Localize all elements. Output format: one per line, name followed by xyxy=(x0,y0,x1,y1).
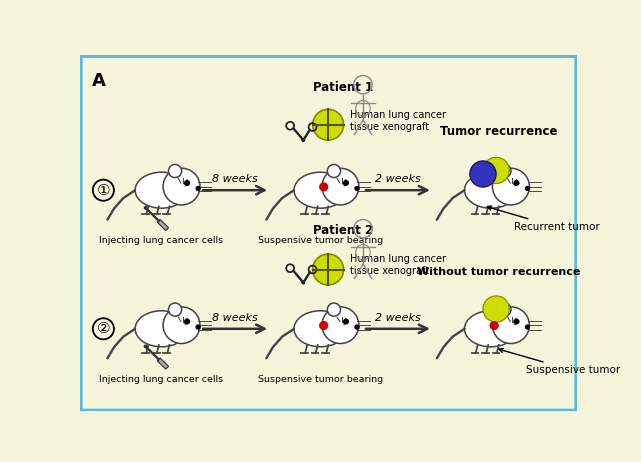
Circle shape xyxy=(490,321,499,330)
Circle shape xyxy=(492,168,529,205)
Text: Patient 1: Patient 1 xyxy=(313,81,373,94)
Circle shape xyxy=(163,307,200,344)
Circle shape xyxy=(319,182,328,192)
Circle shape xyxy=(498,303,511,316)
Text: Patient 2: Patient 2 xyxy=(313,225,373,237)
Circle shape xyxy=(526,187,529,190)
FancyBboxPatch shape xyxy=(81,56,576,410)
Circle shape xyxy=(313,109,344,140)
Ellipse shape xyxy=(135,311,188,347)
Circle shape xyxy=(498,164,511,177)
Circle shape xyxy=(483,296,510,322)
Circle shape xyxy=(144,345,147,348)
Circle shape xyxy=(185,319,189,324)
Text: Recurrent tumor: Recurrent tumor xyxy=(487,206,600,232)
Text: A: A xyxy=(92,73,106,91)
Text: Human lung cancer
tissue xenograft: Human lung cancer tissue xenograft xyxy=(350,254,446,276)
Circle shape xyxy=(319,321,328,330)
Circle shape xyxy=(492,307,529,344)
Circle shape xyxy=(322,307,359,344)
Circle shape xyxy=(313,254,344,285)
Text: Suspensive tumor: Suspensive tumor xyxy=(499,348,620,376)
Circle shape xyxy=(163,168,200,205)
Circle shape xyxy=(344,319,348,324)
Circle shape xyxy=(514,181,519,185)
Polygon shape xyxy=(157,219,169,231)
Circle shape xyxy=(144,206,147,210)
Text: Suspensive tumor bearing: Suspensive tumor bearing xyxy=(258,237,383,245)
Circle shape xyxy=(514,319,519,324)
Circle shape xyxy=(301,280,305,285)
Text: Injecting lung cancer cells: Injecting lung cancer cells xyxy=(99,237,224,245)
Circle shape xyxy=(185,181,189,185)
Text: 2 weeks: 2 weeks xyxy=(375,313,420,322)
Circle shape xyxy=(196,325,200,329)
Text: Human lung cancer
tissue xenograft: Human lung cancer tissue xenograft xyxy=(350,110,446,132)
Circle shape xyxy=(328,303,340,316)
Text: 8 weeks: 8 weeks xyxy=(212,313,258,322)
Polygon shape xyxy=(157,358,169,369)
Text: 8 weeks: 8 weeks xyxy=(212,174,258,184)
Circle shape xyxy=(526,325,529,329)
Text: 2 weeks: 2 weeks xyxy=(375,174,420,184)
Text: Suspensive tumor bearing: Suspensive tumor bearing xyxy=(258,375,383,384)
Circle shape xyxy=(169,303,181,316)
Circle shape xyxy=(355,187,359,190)
Circle shape xyxy=(196,187,200,190)
Text: Tumor recurrence: Tumor recurrence xyxy=(440,125,558,138)
Ellipse shape xyxy=(294,172,347,208)
Ellipse shape xyxy=(135,172,188,208)
Circle shape xyxy=(483,157,510,183)
Circle shape xyxy=(344,181,348,185)
Text: ①: ① xyxy=(97,182,110,198)
Circle shape xyxy=(470,161,496,187)
Ellipse shape xyxy=(465,172,517,208)
Circle shape xyxy=(355,325,359,329)
Text: Injecting lung cancer cells: Injecting lung cancer cells xyxy=(99,375,224,384)
Text: ②: ② xyxy=(97,321,110,336)
Circle shape xyxy=(301,138,305,142)
Text: Without tumor recurrence: Without tumor recurrence xyxy=(417,267,580,277)
Circle shape xyxy=(169,164,181,177)
Ellipse shape xyxy=(465,311,517,347)
Circle shape xyxy=(328,164,340,177)
Ellipse shape xyxy=(294,311,347,347)
Circle shape xyxy=(322,168,359,205)
